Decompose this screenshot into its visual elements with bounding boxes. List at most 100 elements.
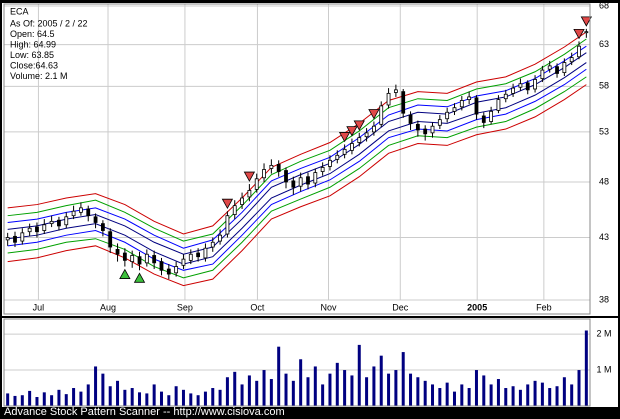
volume-bar	[511, 386, 515, 406]
volume-panel	[2, 318, 618, 407]
x-tick-label: Oct	[250, 302, 265, 312]
volume-bar	[460, 384, 464, 406]
band-line	[7, 45, 587, 249]
volume-bar	[189, 393, 193, 406]
x-tick-label: Dec	[392, 302, 409, 312]
volume-bar	[313, 366, 317, 406]
candle-body	[100, 223, 105, 231]
info-line: Low: 63.85	[10, 50, 54, 60]
sell-signal	[353, 120, 365, 131]
volume-bar	[247, 375, 251, 406]
volume-frame	[3, 318, 591, 407]
volume-bar	[233, 371, 237, 406]
candle-body	[42, 224, 47, 231]
candle-body	[218, 234, 222, 242]
volume-bar	[467, 388, 471, 406]
candle-body	[137, 256, 142, 265]
buy-signal	[119, 268, 131, 279]
volume-bar	[284, 373, 288, 406]
candle-body	[525, 82, 530, 91]
band-line	[7, 84, 587, 287]
candle-body	[71, 210, 76, 217]
sell-signal	[580, 16, 593, 27]
volume-bar	[584, 330, 588, 406]
volume-bar	[13, 395, 17, 406]
band-line	[7, 76, 587, 279]
candle-body	[393, 89, 398, 93]
y-tick-label: 48	[599, 176, 609, 186]
y-tick-label: 63	[599, 39, 609, 49]
candle-body	[57, 219, 61, 227]
buy-signal	[133, 272, 146, 283]
volume-bar	[299, 359, 303, 406]
candle-body	[298, 177, 303, 187]
volume-bar	[416, 377, 420, 406]
candle-body	[584, 31, 589, 34]
volume-bar	[357, 344, 361, 406]
y-tick-label: 53	[599, 126, 609, 136]
candle-body	[401, 91, 406, 114]
info-line: Close:64.63	[10, 60, 58, 70]
candle-body	[35, 226, 39, 233]
volume-bar	[86, 384, 90, 406]
candle-body	[320, 167, 325, 172]
volume-bar	[123, 389, 127, 406]
volume-bar	[35, 397, 39, 406]
y-tick-label: 2 M	[596, 328, 611, 338]
sell-signal	[243, 171, 256, 182]
volume-bar	[50, 395, 54, 406]
candle-body	[27, 227, 32, 233]
footer: Advance Stock Pattern Scanner -- http://…	[4, 406, 285, 418]
volume-bar	[482, 375, 486, 406]
candle-body	[93, 216, 98, 223]
volume-bar	[452, 391, 456, 406]
volume-bar	[570, 384, 574, 406]
candle-body	[518, 83, 523, 88]
x-tick-label: Nov	[320, 302, 337, 312]
candle-body	[335, 154, 340, 160]
candle-body	[174, 266, 179, 274]
candle-body	[210, 241, 215, 248]
volume-bar	[57, 389, 61, 406]
plot-layer: 38 43 48 53 58 63 68 Jul Aug Sep Oct Nov Dec 2005 Feb 1…	[4, 0, 612, 406]
volume-bar	[101, 373, 105, 406]
candle-body	[364, 132, 369, 138]
x-tick-label: Aug	[100, 302, 116, 312]
candle-body	[306, 176, 310, 185]
candle-body	[49, 220, 54, 225]
volume-bar	[218, 389, 222, 406]
info-line: As Of: 2005 / 2 / 22	[10, 18, 88, 28]
candle-body	[64, 216, 69, 226]
candle-body	[459, 100, 464, 108]
volume-bar	[79, 391, 83, 406]
volume-bar	[145, 393, 149, 406]
sell-signal	[346, 126, 358, 137]
x-tick-label: 2005	[467, 302, 487, 312]
volume-bar	[203, 391, 207, 406]
symbol: ECA	[10, 6, 29, 16]
candle-body	[350, 143, 354, 151]
volume-bar	[225, 377, 229, 406]
y-tick-label: 1 M	[596, 364, 611, 374]
volume-bar	[555, 386, 559, 406]
sell-signal	[221, 198, 234, 210]
volume-bar	[335, 362, 339, 406]
band-line	[7, 38, 587, 242]
volume-bar	[277, 346, 281, 406]
candle-body	[262, 169, 266, 179]
volume-bar	[159, 391, 163, 406]
volume-bar	[438, 388, 442, 406]
volume-bar	[343, 370, 347, 406]
candle-body	[342, 148, 347, 155]
price-frame	[3, 3, 591, 315]
volume-bar	[138, 392, 142, 406]
candle-body	[232, 205, 237, 215]
price-panel	[2, 3, 618, 316]
volume-bar	[577, 370, 581, 406]
candle-body	[408, 114, 413, 124]
candle-body	[503, 93, 508, 100]
volume-bar	[350, 375, 354, 406]
y-tick-label: 38	[599, 294, 609, 304]
